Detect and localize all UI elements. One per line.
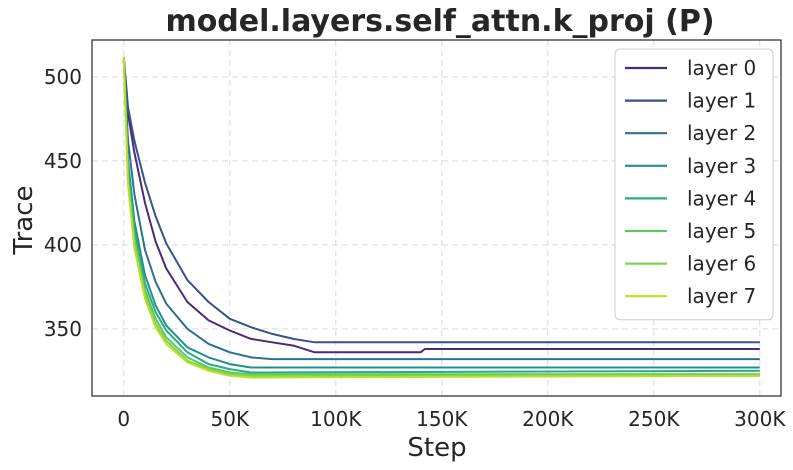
- x-tick-label: 150K: [416, 407, 468, 431]
- legend: layer 0 layer 1 layer 2 layer 3 layer 4 layer…: [614, 48, 774, 321]
- y-axis-ticks: 350 400 450 500: [44, 65, 82, 341]
- legend-label: layer 3: [687, 154, 756, 178]
- legend-label: layer 6: [687, 252, 756, 276]
- x-tick-label: 300K: [734, 407, 786, 431]
- series-line-layer-0: [122, 60, 760, 354]
- x-tick-label: 100K: [310, 407, 362, 431]
- legend-label: layer 1: [687, 89, 756, 113]
- plot-frame: [91, 39, 782, 397]
- chart-title: model.layers.self_attn.k_proj (P): [165, 4, 714, 39]
- y-axis-label: Trace: [9, 186, 39, 256]
- series-line-layer-2: [122, 60, 760, 361]
- legend-label: layer 5: [687, 219, 756, 243]
- legend-label: layer 2: [687, 121, 756, 145]
- x-tick-label: 250K: [628, 407, 680, 431]
- x-axis-label: Step: [407, 433, 466, 463]
- y-tick-label: 500: [44, 65, 82, 89]
- series-line-layer-1: [122, 56, 760, 344]
- legend-label: layer 4: [687, 186, 756, 210]
- legend-box: [614, 48, 774, 321]
- y-tick-label: 450: [44, 149, 82, 173]
- legend-label: layer 7: [687, 284, 756, 308]
- y-tick-label: 350: [44, 317, 82, 341]
- x-axis-ticks: 0 50K 100K 150K 200K 250K 300K: [117, 407, 786, 431]
- x-tick-label: 200K: [522, 407, 574, 431]
- series-line-layer-7: [122, 56, 760, 379]
- x-tick-label: 50K: [211, 407, 250, 431]
- legend-label: layer 0: [687, 56, 756, 80]
- series-lines: [122, 56, 760, 379]
- x-tick-label: 0: [117, 407, 130, 431]
- y-tick-label: 400: [44, 233, 82, 257]
